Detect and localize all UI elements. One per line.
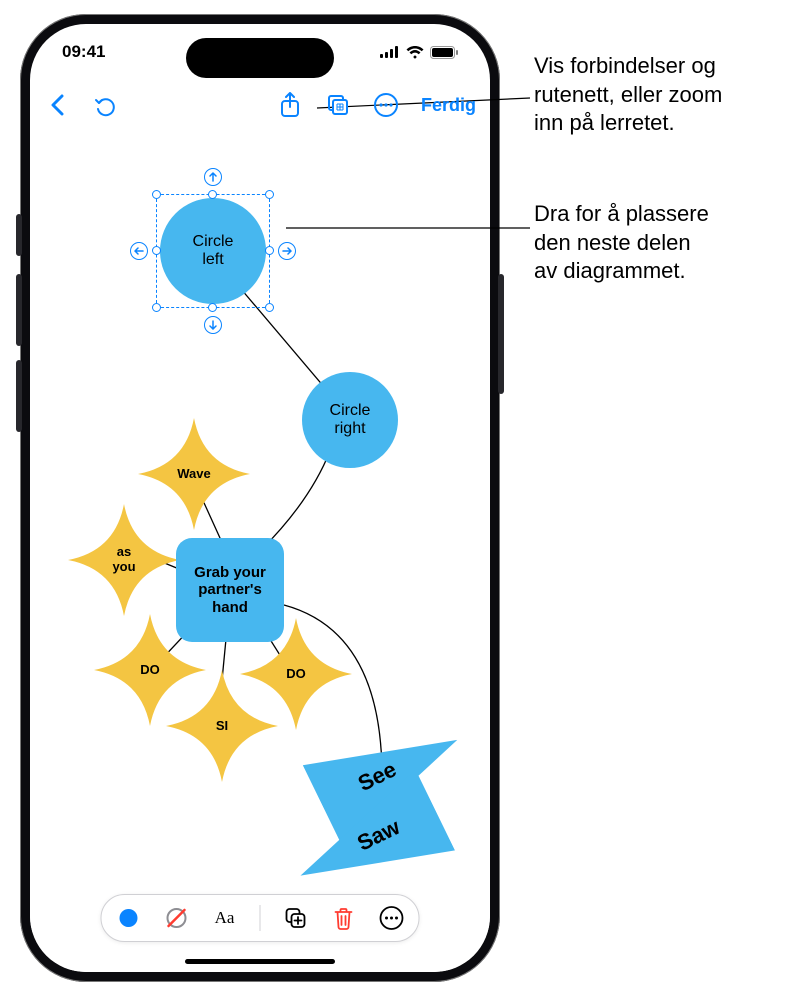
cellular-icon	[380, 46, 400, 58]
callout-mid: Dra for å plassereden neste delenav diag…	[534, 200, 709, 286]
dynamic-island	[186, 38, 334, 78]
bottom-toolbar: Aa	[101, 894, 420, 942]
wifi-icon	[406, 46, 424, 59]
text-tool[interactable]: Aa	[212, 905, 238, 931]
callout-line-mid	[0, 0, 785, 998]
delete-tool[interactable]	[331, 905, 357, 931]
fill-tool[interactable]	[116, 905, 142, 931]
status-right	[380, 46, 458, 59]
toolbar-divider	[260, 905, 261, 931]
status-time: 09:41	[62, 42, 105, 62]
stroke-tool[interactable]	[164, 905, 190, 931]
done-button[interactable]: Ferdig	[421, 95, 476, 116]
grid-view-button[interactable]	[325, 92, 351, 118]
more-button[interactable]	[373, 92, 399, 118]
more-tool[interactable]	[379, 905, 405, 931]
undo-button[interactable]	[92, 92, 118, 118]
top-toolbar: Ferdig	[30, 80, 490, 130]
back-button[interactable]	[44, 92, 70, 118]
duplicate-tool[interactable]	[283, 905, 309, 931]
battery-icon	[430, 46, 458, 59]
share-button[interactable]	[277, 92, 303, 118]
